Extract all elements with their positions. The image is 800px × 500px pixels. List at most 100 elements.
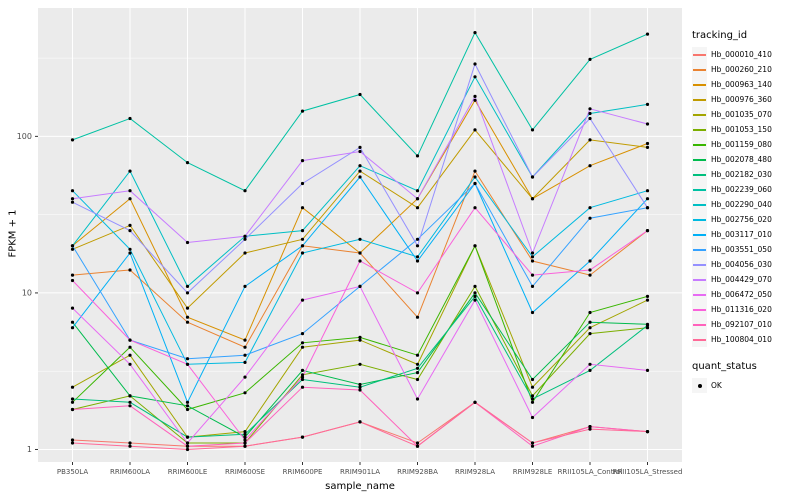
data-point[interactable] xyxy=(243,345,247,349)
data-point[interactable] xyxy=(128,247,132,251)
data-point[interactable] xyxy=(588,116,592,121)
data-point[interactable] xyxy=(300,332,305,336)
data-point[interactable] xyxy=(185,435,190,439)
data-point[interactable] xyxy=(300,373,305,377)
legend-item-Hb_003551_050[interactable]: Hb_003551_050 xyxy=(692,242,798,257)
data-point[interactable] xyxy=(128,268,132,272)
legend-item-Hb_001035_070[interactable]: Hb_001035_070 xyxy=(692,107,798,122)
data-point[interactable] xyxy=(300,435,305,439)
data-point[interactable] xyxy=(473,298,477,302)
data-point[interactable] xyxy=(70,200,75,204)
data-point[interactable] xyxy=(473,175,477,179)
data-point[interactable] xyxy=(128,441,132,445)
data-point[interactable] xyxy=(243,432,247,436)
legend-item-Hb_011316_020[interactable]: Hb_011316_020 xyxy=(692,302,798,317)
data-point[interactable] xyxy=(645,145,650,149)
data-point[interactable] xyxy=(358,251,362,255)
data-point[interactable] xyxy=(588,57,592,62)
data-point[interactable] xyxy=(128,223,132,227)
data-point[interactable] xyxy=(358,420,362,424)
data-point[interactable] xyxy=(415,237,420,241)
data-point[interactable] xyxy=(415,377,420,382)
data-point[interactable] xyxy=(243,430,247,434)
data-point[interactable] xyxy=(358,149,362,154)
data-point[interactable] xyxy=(530,394,535,398)
data-point[interactable] xyxy=(185,447,190,452)
data-point[interactable] xyxy=(128,444,132,448)
data-point[interactable] xyxy=(588,216,592,220)
data-point[interactable] xyxy=(473,128,477,132)
data-point[interactable] xyxy=(300,159,305,163)
legend-item-Hb_000963_140[interactable]: Hb_000963_140 xyxy=(692,77,798,92)
data-point[interactable] xyxy=(128,362,132,366)
data-point[interactable] xyxy=(358,335,362,339)
data-point[interactable] xyxy=(415,353,420,357)
data-point[interactable] xyxy=(415,371,420,375)
data-point[interactable] xyxy=(185,306,190,310)
data-point[interactable] xyxy=(358,169,362,173)
data-point[interactable] xyxy=(530,444,535,448)
legend-item-Hb_000976_360[interactable]: Hb_000976_360 xyxy=(692,92,798,107)
data-point[interactable] xyxy=(415,255,420,259)
data-point[interactable] xyxy=(70,320,75,324)
data-point[interactable] xyxy=(70,273,75,277)
data-point[interactable] xyxy=(70,441,75,445)
legend-item-Hb_002290_040[interactable]: Hb_002290_040 xyxy=(692,197,798,212)
data-point[interactable] xyxy=(645,141,650,146)
data-point[interactable] xyxy=(588,326,592,330)
data-point[interactable] xyxy=(300,237,305,241)
data-point[interactable] xyxy=(588,310,592,315)
data-point[interactable] xyxy=(530,441,535,445)
data-point[interactable] xyxy=(645,430,650,434)
data-point[interactable] xyxy=(645,326,650,330)
data-point[interactable] xyxy=(415,444,420,448)
data-point[interactable] xyxy=(358,164,362,168)
data-point[interactable] xyxy=(415,397,420,401)
data-point[interactable] xyxy=(588,320,592,324)
data-point[interactable] xyxy=(645,298,650,302)
data-point[interactable] xyxy=(645,32,650,36)
data-point[interactable] xyxy=(243,435,247,439)
data-point[interactable] xyxy=(473,75,477,79)
data-point[interactable] xyxy=(300,341,305,345)
data-point[interactable] xyxy=(243,237,247,241)
data-point[interactable] xyxy=(645,197,650,201)
data-point[interactable] xyxy=(70,278,75,283)
data-point[interactable] xyxy=(243,391,247,395)
data-point[interactable] xyxy=(358,92,362,97)
data-point[interactable] xyxy=(530,310,535,315)
legend-item-Hb_092107_010[interactable]: Hb_092107_010 xyxy=(692,317,798,332)
legend-item-Hb_002182_030[interactable]: Hb_002182_030 xyxy=(692,167,798,182)
data-point[interactable] xyxy=(128,169,132,173)
data-point[interactable] xyxy=(588,206,592,210)
data-point[interactable] xyxy=(530,175,535,179)
data-point[interactable] xyxy=(415,362,420,366)
data-point[interactable] xyxy=(588,107,592,111)
data-point[interactable] xyxy=(128,116,132,121)
data-point[interactable] xyxy=(185,400,190,404)
data-point[interactable] xyxy=(243,360,247,364)
data-point[interactable] xyxy=(530,273,535,277)
data-point[interactable] xyxy=(588,332,592,336)
data-point[interactable] xyxy=(588,362,592,366)
data-point[interactable] xyxy=(70,247,75,251)
data-point[interactable] xyxy=(185,362,190,366)
data-point[interactable] xyxy=(588,425,592,429)
data-point[interactable] xyxy=(300,109,305,113)
legend-item-Hb_001159_080[interactable]: Hb_001159_080 xyxy=(692,137,798,152)
data-point[interactable] xyxy=(300,345,305,349)
legend-item-Hb_002239_060[interactable]: Hb_002239_060 xyxy=(692,182,798,197)
data-point[interactable] xyxy=(70,326,75,330)
data-point[interactable] xyxy=(588,427,592,431)
data-point[interactable] xyxy=(415,441,420,445)
legend-item-quant-OK[interactable]: OK xyxy=(692,378,798,393)
data-point[interactable] xyxy=(243,353,247,357)
data-point[interactable] xyxy=(185,240,190,245)
legend-item-Hb_003117_010[interactable]: Hb_003117_010 xyxy=(692,227,798,242)
data-point[interactable] xyxy=(185,161,190,165)
data-point[interactable] xyxy=(300,375,305,379)
data-point[interactable] xyxy=(473,169,477,173)
data-point[interactable] xyxy=(185,320,190,324)
data-point[interactable] xyxy=(530,385,535,389)
data-point[interactable] xyxy=(473,294,477,298)
